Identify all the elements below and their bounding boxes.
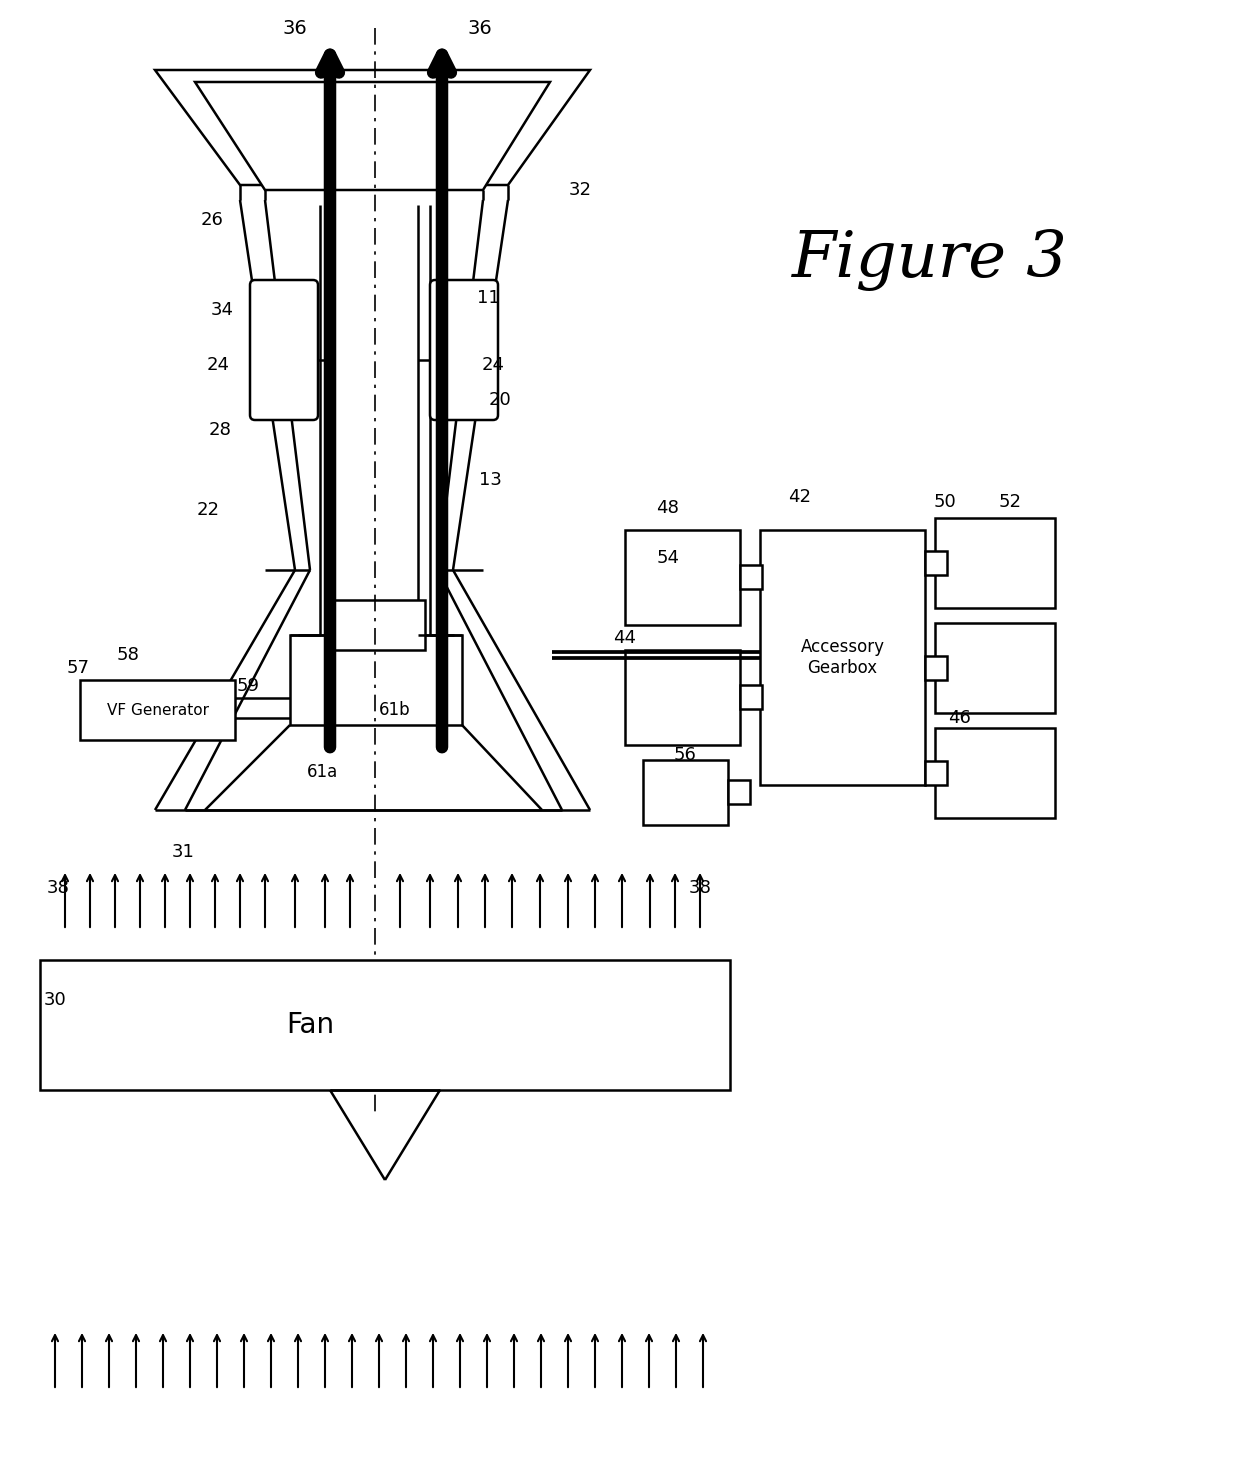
- Text: 50: 50: [934, 493, 956, 511]
- Bar: [925, 656, 947, 679]
- Bar: [625, 650, 740, 744]
- Text: 42: 42: [789, 488, 811, 506]
- Text: 30: 30: [43, 992, 67, 1009]
- Text: 36: 36: [283, 19, 308, 37]
- Text: Accessory
Gearbox: Accessory Gearbox: [801, 638, 884, 676]
- Bar: [81, 679, 236, 740]
- Text: 56: 56: [673, 746, 697, 764]
- Text: 34: 34: [211, 300, 233, 320]
- Bar: [935, 518, 1055, 608]
- Text: 38: 38: [688, 879, 712, 897]
- Text: Figure 3: Figure 3: [792, 229, 1068, 292]
- Text: 48: 48: [656, 499, 680, 517]
- Text: 24: 24: [207, 357, 229, 374]
- Text: Fan: Fan: [286, 1011, 334, 1039]
- Bar: [728, 780, 750, 804]
- Bar: [290, 635, 463, 725]
- Bar: [935, 623, 1055, 713]
- Text: 58: 58: [117, 645, 139, 665]
- Text: 44: 44: [614, 629, 636, 647]
- Text: VF Generator: VF Generator: [107, 703, 208, 718]
- Text: 57: 57: [67, 659, 89, 676]
- Text: 36: 36: [467, 19, 492, 37]
- Text: 61a: 61a: [306, 764, 337, 781]
- Text: 59: 59: [237, 676, 259, 696]
- Text: 46: 46: [949, 709, 971, 727]
- Bar: [740, 565, 763, 589]
- Text: 32: 32: [568, 181, 591, 198]
- Text: 28: 28: [208, 420, 232, 440]
- Bar: [925, 761, 947, 784]
- Text: 54: 54: [656, 549, 680, 567]
- Text: 31: 31: [171, 844, 195, 861]
- FancyBboxPatch shape: [430, 280, 498, 420]
- Bar: [760, 530, 925, 784]
- Bar: [935, 728, 1055, 818]
- Polygon shape: [195, 81, 551, 189]
- Bar: [40, 961, 730, 1089]
- Bar: [325, 599, 425, 650]
- Text: 38: 38: [47, 879, 69, 897]
- Text: 24: 24: [481, 357, 505, 374]
- Text: 52: 52: [998, 493, 1022, 511]
- Bar: [925, 551, 947, 576]
- Bar: [625, 530, 740, 625]
- Bar: [740, 685, 763, 709]
- Text: 13: 13: [479, 471, 501, 488]
- Text: 20: 20: [489, 391, 511, 408]
- Text: 61b: 61b: [379, 702, 410, 719]
- Bar: [644, 761, 728, 824]
- Text: 26: 26: [201, 212, 223, 229]
- FancyBboxPatch shape: [250, 280, 317, 420]
- Polygon shape: [155, 70, 590, 185]
- Text: 22: 22: [196, 502, 219, 519]
- Text: 11: 11: [476, 289, 500, 306]
